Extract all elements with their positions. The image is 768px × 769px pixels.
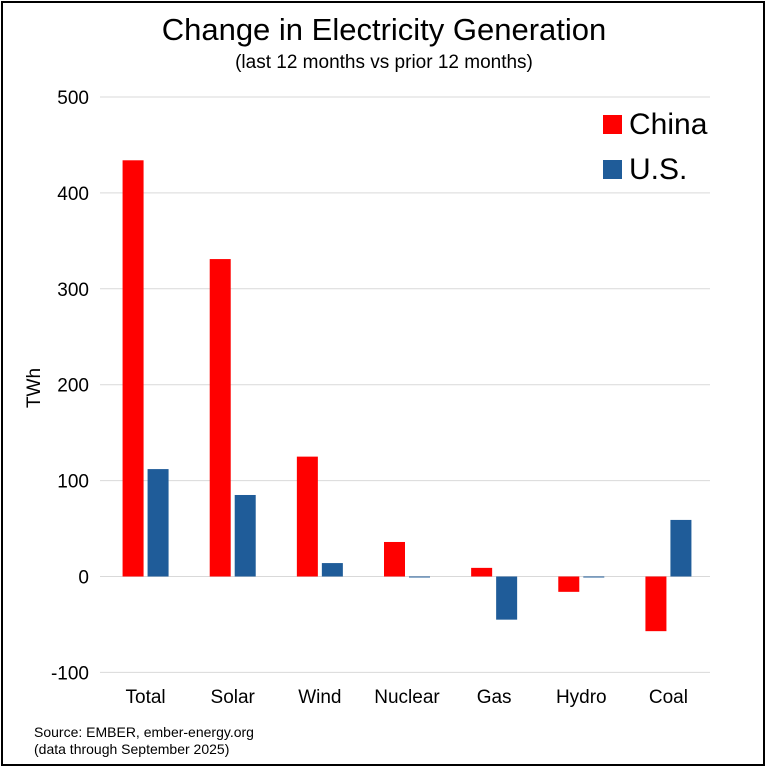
x-tick-label: Wind — [298, 687, 341, 708]
y-tick-label: -100 — [51, 663, 89, 684]
legend-swatch — [603, 115, 622, 134]
bar-us-gas — [496, 576, 518, 620]
y-tick-label: 0 — [78, 568, 89, 589]
bar-china-solar — [209, 259, 231, 577]
x-tick-label: Solar — [211, 687, 256, 708]
y-tick-label: 300 — [57, 280, 89, 301]
bar-us-coal — [670, 519, 692, 577]
bar-us-wind — [321, 563, 343, 577]
x-tick-label: Coal — [649, 687, 688, 708]
y-tick-label: 100 — [57, 472, 89, 493]
chart-subtitle: (last 12 months vs prior 12 months) — [235, 52, 533, 73]
bar-china-gas — [471, 567, 493, 577]
bar-china-wind — [296, 456, 318, 577]
legend-label: China — [629, 108, 708, 141]
legend-swatch — [603, 160, 622, 179]
data-note-text: (data through September 2025) — [34, 741, 230, 757]
bar-china-coal — [645, 576, 667, 632]
source-text: Source: EMBER, ember-energy.org — [34, 724, 254, 740]
chart-title: Change in Electricity Generation — [161, 12, 607, 47]
bar-us-nuclear — [409, 576, 430, 578]
bar-china-nuclear — [384, 541, 405, 577]
y-tick-label: 400 — [57, 184, 89, 205]
x-tick-label: Hydro — [556, 687, 607, 708]
x-tick-label: Nuclear — [374, 687, 440, 708]
bar-us-solar — [234, 494, 256, 577]
bar-china-hydro — [558, 576, 580, 592]
bar-china-total — [122, 160, 144, 577]
legend-label: U.S. — [629, 153, 687, 186]
y-tick-label: 500 — [57, 88, 89, 109]
bar-us-total — [147, 469, 169, 577]
x-tick-label: Total — [126, 687, 166, 708]
y-tick-label: 200 — [57, 376, 89, 397]
x-tick-label: Gas — [477, 687, 512, 708]
y-axis-label: TWh — [24, 368, 45, 408]
bar-us-hydro — [583, 576, 605, 578]
